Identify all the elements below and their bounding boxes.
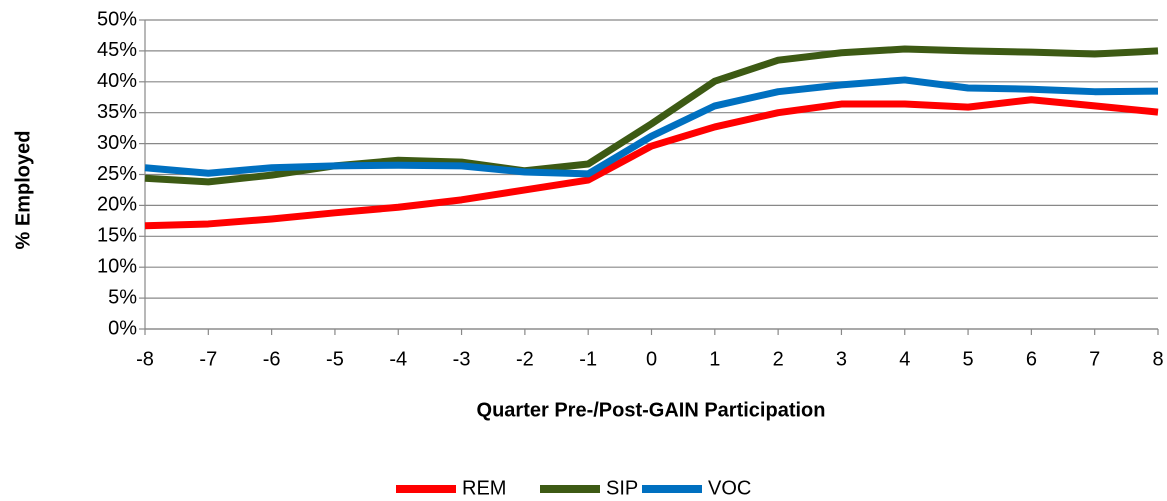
x-tick-label: -1 <box>579 348 597 370</box>
y-tick-label: 5% <box>108 286 137 308</box>
line-series <box>144 76 1159 178</box>
y-tick-label: 25% <box>97 163 137 185</box>
x-tick-label: 4 <box>899 348 910 370</box>
x-tick-label: -5 <box>326 348 344 370</box>
y-tick-label: 45% <box>97 39 137 61</box>
y-tick-label: 30% <box>97 132 137 154</box>
y-tick-label: 0% <box>108 317 137 339</box>
x-tick-label: -3 <box>453 348 471 370</box>
x-tick-label: -6 <box>263 348 281 370</box>
x-tick-label: -7 <box>199 348 217 370</box>
x-tick-label: -2 <box>516 348 534 370</box>
line-series <box>144 96 1159 230</box>
x-tick-label: 3 <box>836 348 847 370</box>
y-axis-label: % Employed <box>12 131 34 250</box>
x-tick-label: 1 <box>709 348 720 370</box>
x-tick-label: 8 <box>1152 348 1163 370</box>
legend-label: REM <box>462 477 506 499</box>
x-tick-label: 2 <box>773 348 784 370</box>
x-tick-label: 5 <box>963 348 974 370</box>
y-tick-label: 20% <box>97 194 137 216</box>
legend-label: SIP <box>606 477 638 499</box>
y-tick-label: 35% <box>97 101 137 123</box>
y-tick-label: 40% <box>97 70 137 92</box>
y-tick-label: 15% <box>97 225 137 247</box>
y-tick-label: 10% <box>97 255 137 277</box>
x-tick-label: 7 <box>1089 348 1100 370</box>
x-tick-label: 6 <box>1026 348 1037 370</box>
legend-label: VOC <box>708 477 751 499</box>
x-tick-label: 0 <box>646 348 657 370</box>
x-tick-label: -8 <box>136 348 154 370</box>
x-tick-label: -4 <box>389 348 407 370</box>
x-axis-label: Quarter Pre-/Post-GAIN Participation <box>477 399 826 421</box>
line-series <box>144 45 1159 186</box>
y-tick-label: 50% <box>97 8 137 30</box>
